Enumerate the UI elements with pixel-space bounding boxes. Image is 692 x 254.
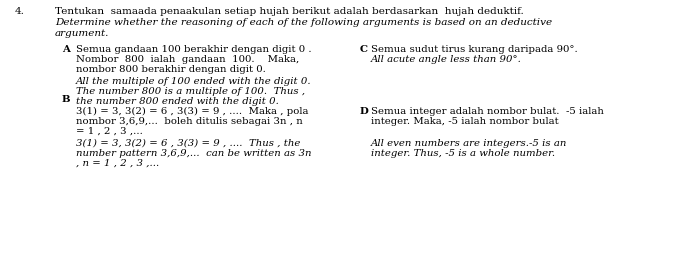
Text: Semua integer adalah nombor bulat.  -5 ialah: Semua integer adalah nombor bulat. -5 ia… [371, 107, 604, 116]
Text: Nombor  800  ialah  gandaan  100.    Maka,: Nombor 800 ialah gandaan 100. Maka, [76, 55, 299, 64]
Text: = 1 , 2 , 3 ,...: = 1 , 2 , 3 ,... [76, 126, 143, 135]
Text: , n = 1 , 2 , 3 ,...: , n = 1 , 2 , 3 ,... [76, 158, 159, 167]
Text: the number 800 ended with the digit 0.: the number 800 ended with the digit 0. [76, 97, 279, 106]
Text: argument.: argument. [55, 29, 109, 38]
Text: C: C [360, 45, 368, 54]
Text: Semua gandaan 100 berakhir dengan digit 0 .: Semua gandaan 100 berakhir dengan digit … [76, 45, 311, 54]
Text: 3(1) = 3, 3(2) = 6 , 3(3) = 9 , ....  Maka , pola: 3(1) = 3, 3(2) = 6 , 3(3) = 9 , .... Mak… [76, 107, 309, 116]
Text: Tentukan  samaada penaakulan setiap hujah berikut adalah berdasarkan  hujah dedu: Tentukan samaada penaakulan setiap hujah… [55, 7, 524, 16]
Text: 3(1) = 3, 3(2) = 6 , 3(3) = 9 , ....  Thus , the: 3(1) = 3, 3(2) = 6 , 3(3) = 9 , .... Thu… [76, 138, 300, 147]
Text: D: D [360, 107, 369, 116]
Text: Semua sudut tirus kurang daripada 90°.: Semua sudut tirus kurang daripada 90°. [371, 45, 578, 54]
Text: number pattern 3,6,9,...  can be written as 3n: number pattern 3,6,9,... can be written … [76, 148, 311, 157]
Text: 4.: 4. [15, 7, 25, 16]
Text: Determine whether the reasoning of each of the following arguments is based on a: Determine whether the reasoning of each … [55, 18, 552, 27]
Text: nombor 800 berakhir dengan digit 0.: nombor 800 berakhir dengan digit 0. [76, 65, 266, 74]
Text: B: B [62, 95, 71, 104]
Text: All the multiple of 100 ended with the digit 0.: All the multiple of 100 ended with the d… [76, 77, 311, 86]
Text: The number 800 is a multiple of 100.  Thus ,: The number 800 is a multiple of 100. Thu… [76, 87, 305, 96]
Text: All acute angle less than 90°.: All acute angle less than 90°. [371, 55, 522, 64]
Text: All even numbers are integers.-5 is an: All even numbers are integers.-5 is an [371, 138, 567, 147]
Text: A: A [62, 45, 70, 54]
Text: integer. Maka, -5 ialah nombor bulat: integer. Maka, -5 ialah nombor bulat [371, 117, 558, 125]
Text: nombor 3,6,9,...  boleh ditulis sebagai 3n , n: nombor 3,6,9,... boleh ditulis sebagai 3… [76, 117, 303, 125]
Text: integer. Thus, -5 is a whole number.: integer. Thus, -5 is a whole number. [371, 148, 555, 157]
